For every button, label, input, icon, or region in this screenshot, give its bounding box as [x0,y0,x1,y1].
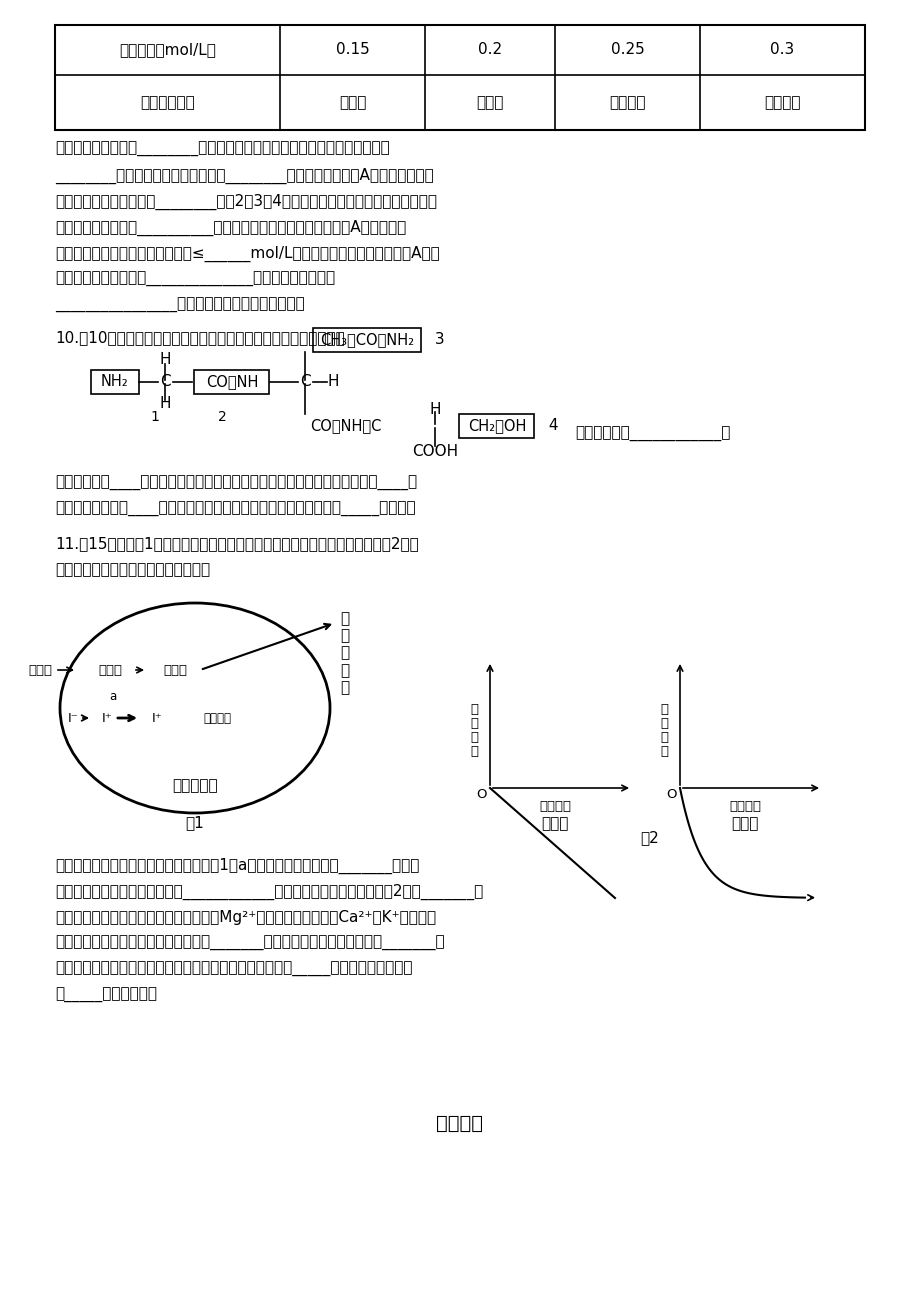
Text: 0.15: 0.15 [335,43,369,57]
Text: 和_____上紧密联系。: 和_____上紧密联系。 [55,988,157,1003]
Text: 等物质的吸收没有受到影响，其原因是_______，这表明细胞膜具有的特性是_______。: 等物质的吸收没有受到影响，其原因是_______，这表明细胞膜具有的特性是___… [55,936,444,950]
Text: COOH: COOH [412,444,458,460]
Text: 运
输
浓
度: 运 输 浓 度 [659,703,667,758]
Text: CH₂－OH: CH₂－OH [467,418,526,434]
Text: H: H [429,402,440,418]
Bar [312,328,421,352]
Text: H: H [159,397,171,411]
Text: 不分离: 不分离 [338,95,366,109]
Text: 刚分离: 刚分离 [476,95,503,109]
Text: （碘化）: （碘化） [203,711,231,724]
Text: 图2: 图2 [640,831,659,845]
Text: 浓度梯度: 浓度梯度 [539,799,571,812]
Text: 甲状腺细胞: 甲状腺细胞 [172,779,218,793]
Text: ________________的蔗糖溶液进行重复上述实验。: ________________的蔗糖溶液进行重复上述实验。 [55,298,304,312]
Text: 显著分离: 显著分离 [608,95,645,109]
Text: 氨基酸: 氨基酸 [28,664,52,677]
Text: O: O [666,788,676,801]
Text: ________，因此，植物细胞可以通过________吸水和失水。植物A根细胞质壁分离: ________，因此，植物细胞可以通过________吸水和失水。植物A根细胞… [55,168,433,184]
Text: C: C [300,375,310,389]
Text: 0.25: 0.25 [610,43,643,57]
Text: 10.（10分）下图是某物质结构示意图，请根据图回答下面的问题。: 10.（10分）下图是某物质结构示意图，请根据图回答下面的问题。 [55,329,345,345]
Text: 两种跨膜运输方式，请据图回答问题：: 两种跨膜运输方式，请据图回答问题： [55,562,210,577]
Bar [55,25,864,130]
Ellipse shape [60,603,330,812]
Text: O: O [476,788,487,801]
Text: 运
输
浓
度: 运 输 浓 度 [470,703,478,758]
Text: 过程中液泡的体积变化是________。第2、3、4组根细胞发生了质壁分离，从细胞结构: 过程中液泡的体积变化是________。第2、3、4组根细胞发生了质壁分离，从细… [55,194,437,210]
Bar [459,414,534,437]
Text: 浓度梯度: 浓度梯度 [728,799,760,812]
Text: 细胞内的碘浓度远远高于血浆，这表明图1中a过程跨膜运输的方式是_______，这种: 细胞内的碘浓度远远高于血浆，这表明图1中a过程跨膜运输的方式是_______，这… [55,858,419,874]
Text: 角度分析，其原因是__________。根据上述实验结果，为保证植物A移植后能正: 角度分析，其原因是__________。根据上述实验结果，为保证植物A移植后能正 [55,220,406,236]
Text: 蛋白质: 蛋白质 [163,664,187,677]
Text: 甲状腺细胞分泌甲状腺球蛋白过程中体现了细胞内生物膜的_____和结构相似，在结构: 甲状腺细胞分泌甲状腺球蛋白过程中体现了细胞内生物膜的_____和结构相似，在结构 [55,962,412,976]
Text: 0.2: 0.2 [477,43,502,57]
Text: 显著分离: 显著分离 [764,95,800,109]
Text: 该化合物共有____种氨基酸缩合而成，氨基酸缩合后形成的化学键是指图中的____。: 该化合物共有____种氨基酸缩合而成，氨基酸缩合后形成的化学键是指图中的____… [55,477,416,491]
Text: （甲）: （甲） [540,816,568,832]
Text: 该物质水解时需要____个水分子，此过程除了需要水分子外，还需要_____的参与。: 该物质水解时需要____个水分子，此过程除了需要水分子外，还需要_____的参与… [55,503,415,517]
Text: 图1: 图1 [186,815,204,831]
Text: 若对离体的心肌细胞使用某种毒素，结果Mg²⁺的吸收显著减少，而Ca²⁺、K⁺、葡萄糖: 若对离体的心肌细胞使用某种毒素，结果Mg²⁺的吸收显著减少，而Ca²⁺、K⁺、葡… [55,910,436,924]
Text: 运输方式对活细胞的生理意义是____________。某进出细胞的方式一般是图2中的_______。: 运输方式对活细胞的生理意义是____________。某进出细胞的方式一般是图2… [55,884,482,900]
Text: I⁺: I⁺ [152,711,162,724]
Text: H: H [159,353,171,367]
Text: 2: 2 [218,410,226,424]
Text: C: C [160,375,170,389]
Text: CO－NH－C: CO－NH－C [310,418,381,434]
Text: CH₃－CO－NH₂: CH₃－CO－NH₂ [320,332,414,348]
Bar [194,370,269,395]
Text: H: H [327,375,338,389]
Text: 甲
状
腺
蛋
白: 甲 状 腺 蛋 白 [340,611,349,695]
Text: 质壁分离状态: 质壁分离状态 [140,95,195,109]
Text: a: a [109,690,117,703]
Text: 4: 4 [543,418,558,434]
Text: 1: 1 [151,410,159,424]
Text: I⁻: I⁻ [68,711,78,724]
Text: 请回答：植物细胞的________相当于一层半透膜，细胞液与外界溶液之间存在: 请回答：植物细胞的________相当于一层半透膜，细胞液与外界溶液之间存在 [55,142,390,158]
Text: 氨基酸: 氨基酸 [98,664,122,677]
Text: 参考答案: 参考答案 [436,1115,483,1133]
Text: 常生存，则某地土壤溶液的浓度应≤______mol/L。研究小组拟进一步测定植物A根细: 常生存，则某地土壤溶液的浓度应≤______mol/L。研究小组拟进一步测定植物… [55,246,439,262]
Text: 胞的细胞液浓度，应在______________蔗糖浓度之间，设置: 胞的细胞液浓度，应在______________蔗糖浓度之间，设置 [55,272,335,286]
Text: （乙）: （乙） [731,816,758,832]
Text: 3: 3 [429,332,444,348]
Text: 0.3: 0.3 [769,43,794,57]
Text: I⁺: I⁺ [102,711,112,724]
Text: NH₂: NH₂ [101,375,129,389]
Text: 11.（15分）下图1是人甲状腺细胞摄取原料合成甲状腺球蛋白的基本过程，图2表示: 11.（15分）下图1是人甲状腺细胞摄取原料合成甲状腺球蛋白的基本过程，图2表示 [55,536,418,551]
Bar [91,370,139,395]
Text: 该物质名称为____________。: 该物质名称为____________。 [574,427,730,441]
Text: CO－NH: CO－NH [206,375,258,389]
Text: 蔗糖浓度（mol/L）: 蔗糖浓度（mol/L） [119,43,216,57]
